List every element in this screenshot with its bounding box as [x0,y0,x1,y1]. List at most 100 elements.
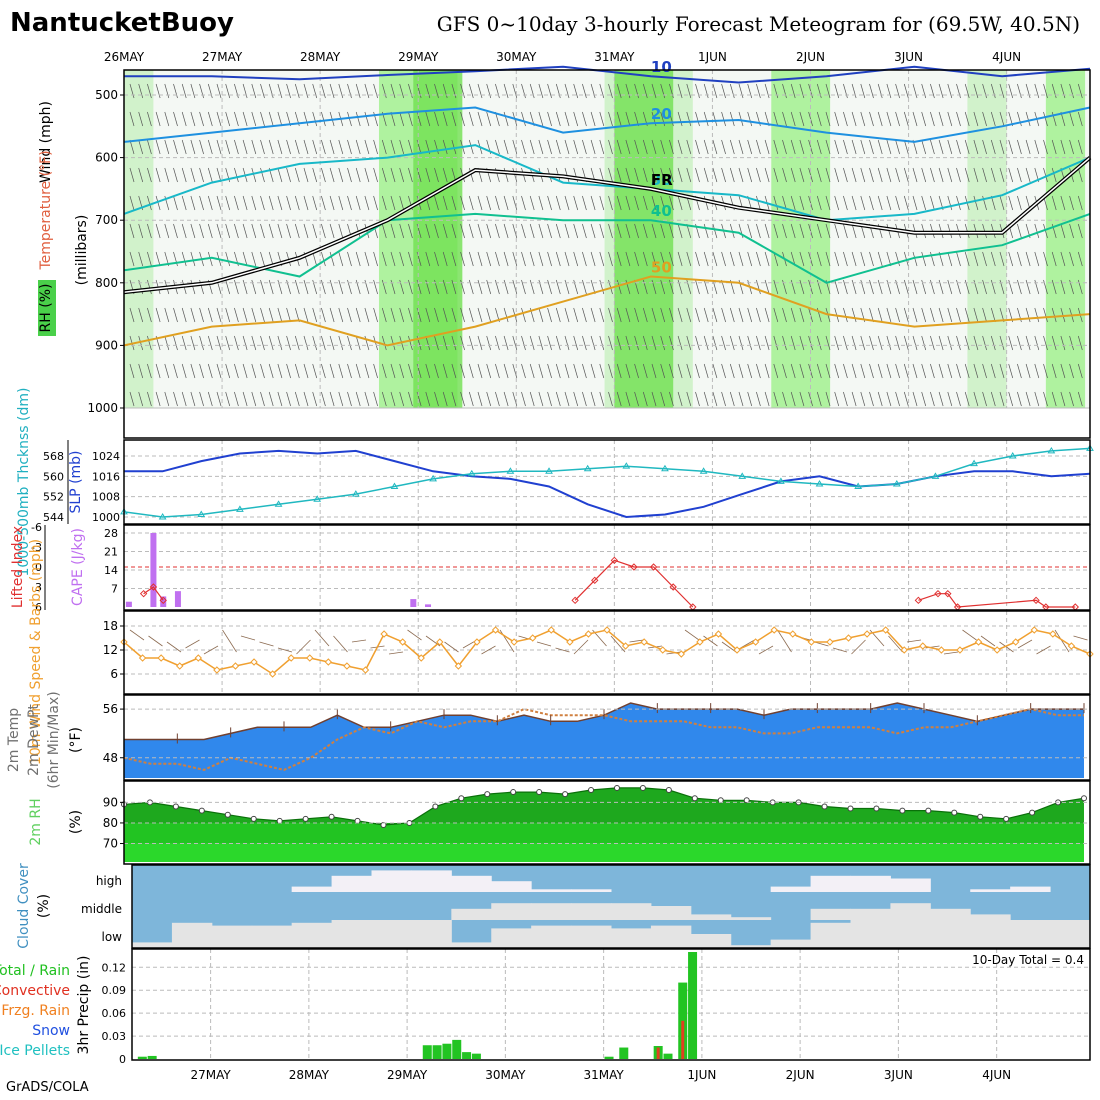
upper-wind-barb [355,307,361,323]
upper-wind-barb [582,223,587,239]
thickness-point [313,495,322,502]
upper-wind-barb [834,335,840,351]
upper-wind-barb [234,83,239,99]
upper-wind-barb [181,195,187,211]
top-date-label: 4JUN [992,50,1021,64]
precip-bar [462,1052,472,1059]
upper-wind-barb [190,307,196,323]
upper-wind-barb [155,195,161,211]
upper-wind-barb [677,139,683,155]
temp-contour-50 [123,275,1091,347]
upper-wind-barb [147,307,152,323]
upper-wind-barb [851,223,857,239]
upper-wind-barb [503,363,509,379]
upper-wind-barb [625,335,631,351]
upper-wind-barb [921,139,927,155]
upper-wind-barb [825,167,831,183]
upper-wind-barb [677,363,683,379]
upper-wind-barb [564,391,570,407]
cloud-middle-gap [650,906,692,920]
upper-wind-barb [225,83,231,99]
upper-wind-barb [251,307,257,323]
precip-total-label: 10-Day Total = 0.4 [972,953,1084,967]
upper-wind-barb [1043,111,1048,127]
rh-point [951,809,958,816]
upper-wind-barb [877,279,883,295]
upper-wind-barb [242,363,248,379]
upper-wind-barb [634,335,639,351]
upper-wind-barb [703,391,709,407]
slp-tick: 1008 [92,491,120,504]
upper-wind-barb [181,251,187,267]
upper-wind-barb [364,139,370,155]
wind-speed-point [789,630,797,638]
upper-wind-barb [512,335,518,351]
wind-speed-point [528,634,537,642]
upper-wind-barb [216,335,222,351]
upper-wind-barb [851,307,857,323]
upper-wind-barb [425,335,431,351]
upper-wind-barb [321,335,326,351]
upper-wind-barb [1043,167,1048,183]
upper-wind-barb [582,111,587,127]
upper-wind-barb [425,83,431,99]
precip-tick: 0.06 [102,1007,127,1020]
upper-wind-barb [547,335,552,351]
upper-wind-barb [347,139,352,155]
upper-wind-barb [1051,251,1057,267]
upper-wind-barb [364,363,370,379]
upper-wind-barb [999,363,1005,379]
upper-wind-barb [964,363,970,379]
upper-wind-barb [399,83,405,99]
upper-wind-barb [1069,223,1074,239]
upper-wind-barb [608,363,613,379]
upper-wind-barb [747,251,753,267]
upper-wind-barb [355,83,361,99]
upper-wind-barb [695,83,700,99]
upper-wind-barb [399,195,405,211]
upper-wind-barb [616,139,622,155]
upper-wind-barb [921,167,927,183]
cloud-low-gap [491,928,532,948]
upper-wind-barb [181,139,187,155]
upper-wind-barb [990,335,996,351]
lifted-index-tick: 0 [35,561,42,574]
upper-wind-barb [138,363,144,379]
upper-wind-barb [355,363,361,379]
upper-wind-barb [947,251,953,267]
upper-wind-barb [234,307,239,323]
upper-wind-barb [207,83,213,99]
upper-wind-barb [147,167,152,183]
upper-wind-barb [677,195,683,211]
cloud-low-gap [211,925,253,948]
upper-wind-barb [129,195,135,211]
upper-wind-barb [660,139,666,155]
upper-wind-barb [851,139,857,155]
upper-wind-barb [294,335,300,351]
upper-wind-barb [625,251,631,267]
upper-wind-barb [129,391,135,407]
upper-wind-barb [164,167,170,183]
upper-wind-barb [138,83,144,99]
upper-wind-barb [147,139,152,155]
upper-wind-barb [364,83,370,99]
upper-wind-barb [729,139,735,155]
upper-wind-barb [425,391,431,407]
precip-legend-item: Convective [0,983,70,999]
upper-wind-barb [347,83,352,99]
upper-wind-barb [790,83,796,99]
upper-wind-barb [782,363,787,379]
upper-wind-barb [242,335,248,351]
upper-wind-barb [381,83,387,99]
upper-wind-barb [1060,83,1066,99]
wind-speed-point [510,638,518,646]
upper-wind-barb [695,307,700,323]
upper-wind-barb [555,363,561,379]
rh-point [899,807,906,814]
upper-wind-barb [695,111,700,127]
upper-wind-barb [1017,279,1022,295]
pressure-tick: 900 [95,338,118,352]
upper-wind-barb [964,335,970,351]
upper-wind-barb [251,167,257,183]
